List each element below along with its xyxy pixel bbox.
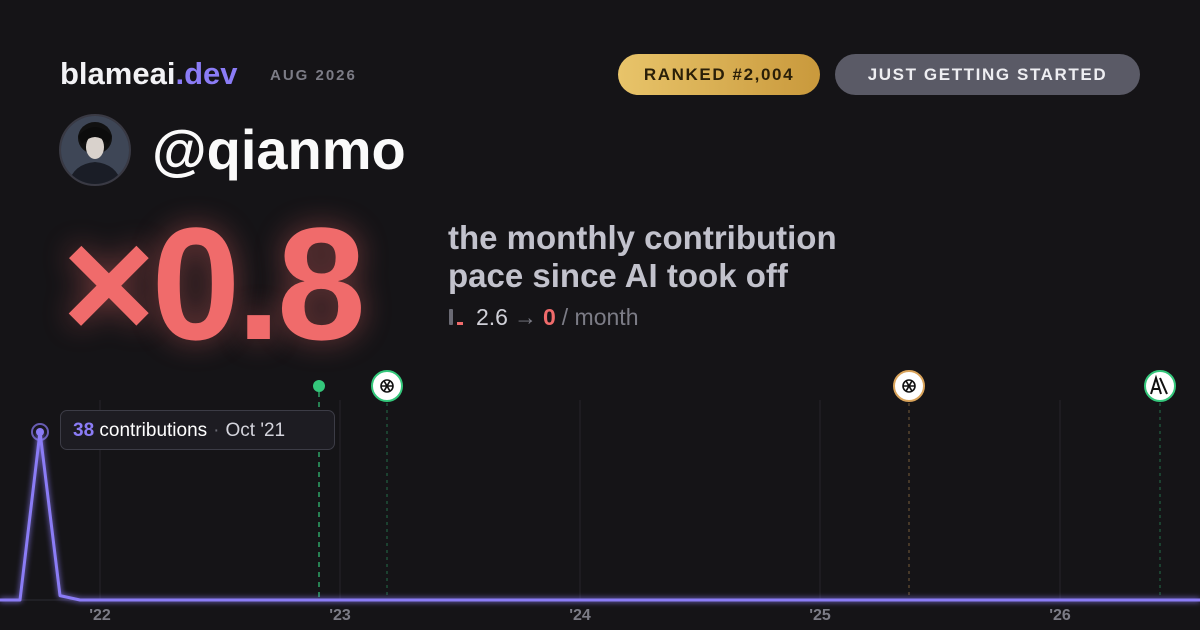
brand-name: blameai: [60, 56, 176, 91]
tooltip-value: 38: [73, 420, 95, 441]
x-tick-label: '22: [89, 607, 111, 624]
brand-suffix: .dev: [175, 56, 238, 91]
tooltip: 38 contributions · Oct '21: [60, 410, 335, 450]
arrow: →: [513, 304, 537, 330]
unit: / month: [561, 304, 639, 330]
caption: pace since AI took off: [448, 257, 788, 294]
x-tick-label: '24: [569, 607, 591, 624]
date: AUG 2026: [270, 67, 357, 84]
x-tick-label: '23: [329, 607, 351, 624]
peak-point: [36, 428, 44, 436]
username: @qianmo: [152, 118, 406, 181]
avatar: [59, 114, 131, 186]
pace-icon: [449, 309, 463, 325]
x-tick-label: '25: [809, 607, 831, 624]
peak-ring: [31, 423, 49, 441]
caption: the monthly contribution: [448, 219, 837, 256]
rank-badge: RANKED #2,004: [618, 54, 820, 95]
tooltip-date: Oct '21: [225, 420, 286, 441]
x-tick-label: '26: [1049, 607, 1071, 624]
brand: blameai.dev: [60, 56, 237, 92]
pace-change: 2.6 → 0/ month: [448, 304, 639, 331]
status-badge: JUST GETTING STARTED: [835, 54, 1140, 95]
before-value: 2.6: [476, 304, 508, 330]
after-value: 0: [542, 304, 556, 330]
event-markers: [313, 370, 1176, 600]
tooltip-label: contributions: [99, 420, 208, 441]
multiplier: ×0.8: [62, 194, 366, 373]
line: [0, 430, 1200, 602]
